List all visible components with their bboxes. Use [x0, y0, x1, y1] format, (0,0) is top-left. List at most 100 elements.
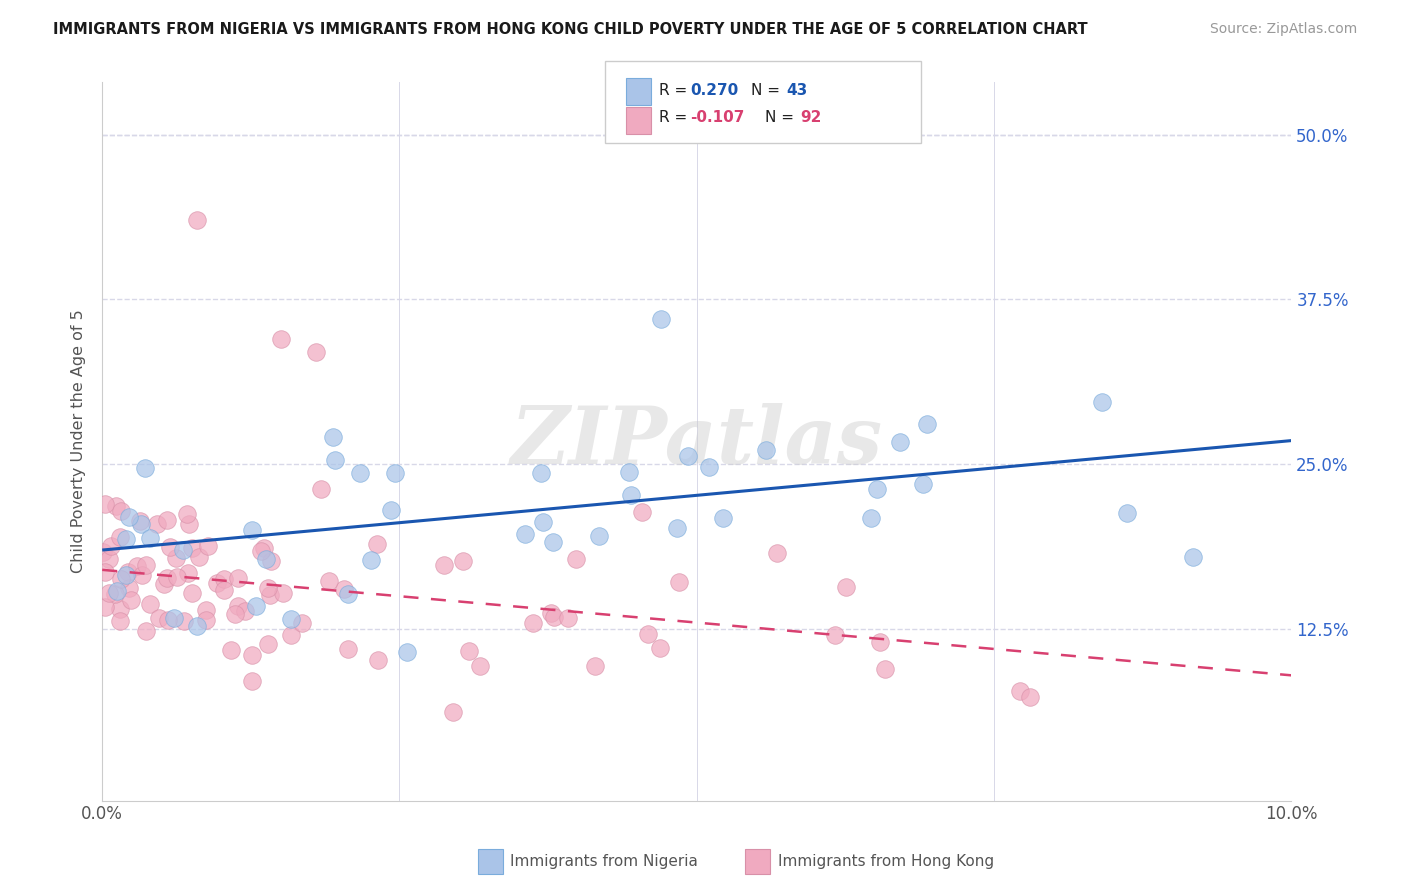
Point — [165, 551, 187, 566]
Point — [219, 642, 242, 657]
Y-axis label: Child Poverty Under the Age of 5: Child Poverty Under the Age of 5 — [72, 310, 86, 574]
Point — [256, 637, 278, 651]
Point — [668, 575, 690, 590]
Point — [441, 705, 464, 719]
Point — [515, 527, 537, 541]
Text: Source: ZipAtlas.com: Source: ZipAtlas.com — [1209, 22, 1357, 37]
Point — [915, 417, 938, 431]
Point — [257, 581, 280, 595]
Point — [93, 565, 115, 579]
Point — [156, 570, 179, 584]
Point — [114, 568, 136, 582]
Point — [131, 568, 153, 582]
Text: R =: R = — [659, 83, 693, 97]
Point — [1091, 394, 1114, 409]
Point — [180, 541, 202, 555]
Point — [156, 513, 179, 527]
Point — [240, 674, 263, 689]
Point — [110, 504, 132, 518]
Point — [384, 466, 406, 480]
Point — [765, 546, 787, 560]
Point — [366, 537, 388, 551]
Point — [240, 648, 263, 662]
Point — [188, 549, 211, 564]
Point — [139, 531, 162, 545]
Text: N =: N = — [765, 111, 799, 125]
Point — [1019, 690, 1042, 705]
Point — [146, 516, 169, 531]
Point — [325, 453, 347, 467]
Point — [540, 606, 562, 620]
Point — [127, 559, 149, 574]
Point — [197, 539, 219, 553]
Point — [253, 541, 276, 555]
Point — [181, 586, 204, 600]
Point — [115, 533, 138, 547]
Point — [270, 332, 292, 346]
Point — [650, 640, 672, 655]
Point — [245, 599, 267, 613]
Point — [271, 586, 294, 600]
Point — [557, 611, 579, 625]
Point — [224, 607, 246, 622]
Point — [129, 516, 152, 531]
Point — [110, 572, 132, 586]
Point — [631, 505, 654, 519]
Point — [153, 576, 176, 591]
Point — [912, 476, 935, 491]
Point — [333, 582, 356, 596]
Point — [240, 523, 263, 537]
Point — [530, 467, 553, 481]
Point — [138, 597, 160, 611]
Point — [176, 507, 198, 521]
Point — [1116, 506, 1139, 520]
Point — [226, 599, 249, 613]
Point — [162, 611, 184, 625]
Point — [367, 653, 389, 667]
Point — [565, 551, 588, 566]
Point — [280, 612, 302, 626]
Point — [205, 576, 228, 591]
Text: IMMIGRANTS FROM NIGERIA VS IMMIGRANTS FROM HONG KONG CHILD POVERTY UNDER THE AGE: IMMIGRANTS FROM NIGERIA VS IMMIGRANTS FR… — [53, 22, 1088, 37]
Point — [318, 574, 340, 588]
Point — [173, 614, 195, 628]
Point — [457, 644, 479, 658]
Text: Immigrants from Hong Kong: Immigrants from Hong Kong — [778, 855, 994, 869]
Point — [117, 565, 139, 579]
Text: 92: 92 — [800, 111, 821, 125]
Text: -0.107: -0.107 — [690, 111, 745, 125]
Point — [395, 645, 418, 659]
Point — [588, 529, 610, 543]
Point — [104, 587, 127, 601]
Point — [108, 601, 131, 615]
Point — [1010, 684, 1032, 698]
Point — [541, 534, 564, 549]
Point — [583, 658, 606, 673]
Point — [120, 593, 142, 607]
Text: 43: 43 — [786, 83, 807, 97]
Point — [522, 615, 544, 630]
Point — [235, 603, 257, 617]
Point — [336, 586, 359, 600]
Point — [135, 558, 157, 572]
Point — [617, 465, 640, 479]
Point — [866, 483, 889, 497]
Point — [105, 584, 128, 599]
Point — [94, 497, 117, 511]
Point — [166, 570, 188, 584]
Point — [676, 449, 699, 463]
Point — [226, 571, 249, 585]
Point — [433, 558, 456, 573]
Point — [637, 627, 659, 641]
Point — [177, 516, 200, 531]
Point — [291, 615, 314, 630]
Text: Immigrants from Nigeria: Immigrants from Nigeria — [510, 855, 699, 869]
Point — [280, 628, 302, 642]
Point — [311, 482, 333, 496]
Point — [134, 461, 156, 475]
Point — [755, 442, 778, 457]
Point — [873, 661, 896, 675]
Point — [349, 467, 371, 481]
Point — [91, 545, 114, 559]
Point — [157, 613, 180, 627]
